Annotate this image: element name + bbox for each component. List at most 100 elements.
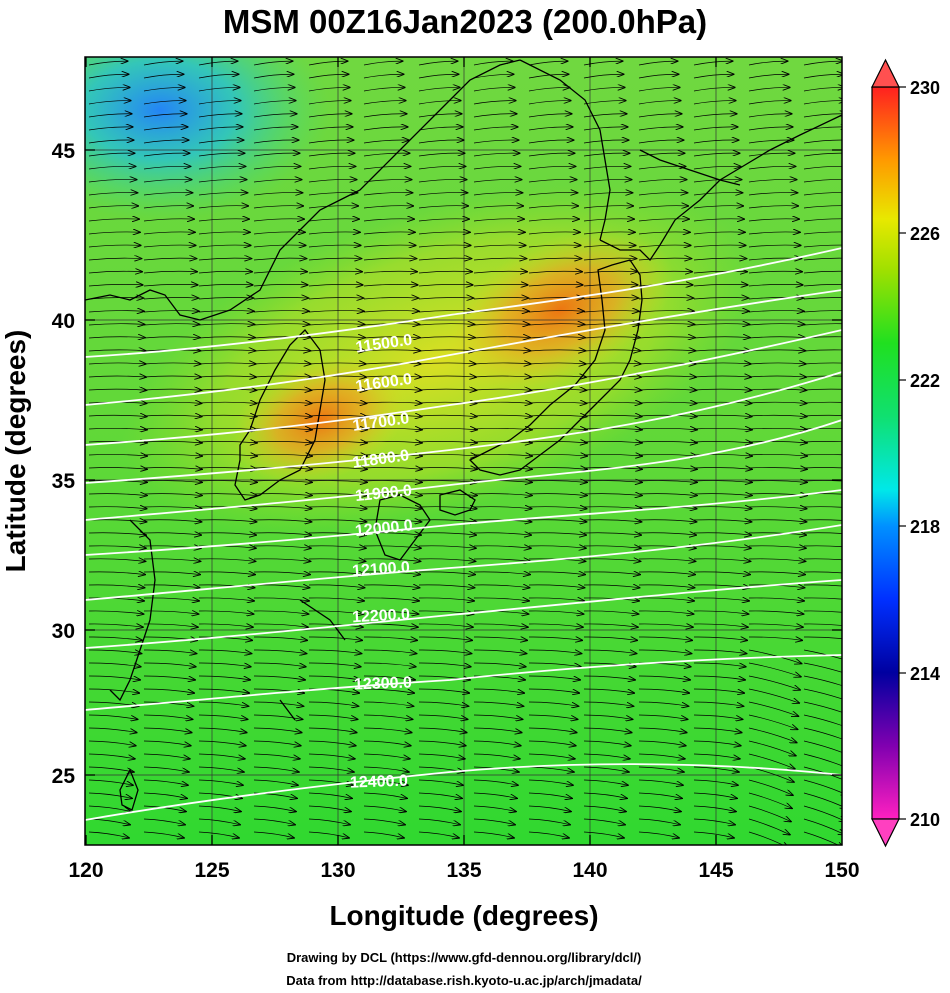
- credit-drawing: Drawing by DCL (https://www.gfd-dennou.o…: [287, 950, 642, 965]
- wind-vector: [583, 179, 631, 182]
- wind-vector: [803, 179, 842, 183]
- wind-vector: [473, 779, 518, 785]
- wind-vector: [143, 324, 199, 325]
- wind-vector: [583, 337, 640, 338]
- wind-vector: [528, 572, 585, 575]
- wind-vector: [88, 727, 137, 733]
- wind-vector: [363, 350, 420, 351]
- wind-vector: [693, 258, 746, 260]
- wind-vector: [693, 61, 733, 66]
- wind-vector: [363, 727, 412, 733]
- wind-vector: [693, 805, 736, 812]
- wind-vector: [583, 727, 632, 733]
- wind-vector: [143, 520, 201, 522]
- wind-vector: [198, 140, 244, 144]
- wind-vector: [308, 179, 356, 182]
- wind-vector: [308, 662, 361, 667]
- y-tick-label: 25: [52, 765, 76, 788]
- wind-vector: [693, 766, 739, 772]
- wind-vector: [88, 688, 139, 693]
- wind-vector: [363, 153, 410, 157]
- wind-vector: [803, 427, 842, 430]
- wind-vector: [308, 507, 367, 509]
- wind-vector: [308, 402, 367, 403]
- wind-vector: [198, 376, 256, 377]
- wind-vector: [528, 324, 584, 325]
- wind-vector: [308, 337, 365, 338]
- wind-vector: [473, 624, 528, 627]
- wind-vector: [88, 74, 129, 79]
- wind-vector: [583, 559, 640, 562]
- wind-vector: [693, 454, 752, 456]
- wind-vector: [418, 193, 467, 195]
- wind-vector: [473, 805, 516, 812]
- y-tick-label: 40: [52, 310, 75, 333]
- wind-vector: [418, 805, 461, 812]
- wind-vector: [363, 662, 416, 667]
- wind-vector: [528, 441, 587, 442]
- wind-vector: [748, 572, 805, 575]
- wind-vector: [638, 559, 695, 562]
- wind-vector: [583, 585, 639, 588]
- wind-vector: [693, 507, 752, 509]
- wind-vector: [528, 779, 573, 785]
- contour-label: 12000.0: [354, 517, 413, 540]
- wind-vector: [308, 245, 361, 247]
- wind-vector: [253, 533, 311, 535]
- wind-vector: [748, 831, 789, 845]
- wind-vector: [693, 179, 741, 182]
- wind-vector: [693, 572, 750, 575]
- wind-vector: [88, 792, 132, 798]
- colorbar-tick-label: 218: [910, 517, 940, 537]
- wind-vector: [528, 753, 575, 759]
- wind-vector: [143, 818, 185, 825]
- wind-vector: [528, 206, 578, 208]
- wind-vector: [803, 218, 842, 222]
- wind-vector: [528, 520, 586, 522]
- wind-vector: [638, 714, 688, 719]
- wind-vector: [638, 740, 686, 746]
- wind-vector: [638, 546, 696, 548]
- wind-vector: [143, 415, 202, 416]
- wind-vector: [253, 179, 301, 182]
- wind-vector: [583, 311, 639, 312]
- wind-vector: [418, 507, 477, 509]
- wind-vector: [803, 165, 842, 170]
- wind-vector: [198, 193, 247, 195]
- wind-vector: [88, 114, 132, 118]
- wind-vector: [803, 779, 842, 795]
- wind-vector: [473, 598, 529, 601]
- wind-vector: [638, 245, 691, 247]
- wind-vector: [308, 611, 363, 614]
- wind-vector: [583, 675, 635, 680]
- wind-vector: [143, 114, 187, 118]
- wind-vector: [583, 74, 624, 79]
- wind-vector: [363, 258, 416, 260]
- wind-vector: [638, 831, 679, 838]
- wind-vector: [748, 792, 792, 808]
- wind-vector: [198, 271, 252, 273]
- wind-vector: [528, 193, 577, 195]
- wind-vector: [198, 701, 248, 706]
- wind-vector: [143, 166, 191, 169]
- wind-vector: [473, 727, 522, 733]
- wind-vector: [528, 831, 569, 838]
- wind-vector: [308, 675, 360, 680]
- wind-vector: [88, 284, 143, 286]
- wind-vector: [308, 753, 355, 759]
- wind-vector: [803, 114, 842, 118]
- wind-vector: [638, 701, 688, 706]
- wind-vector: [693, 624, 748, 627]
- wind-vector: [583, 831, 624, 838]
- wind-vector: [528, 714, 578, 719]
- wind-vector: [803, 152, 842, 157]
- wind-vector: [253, 520, 311, 522]
- wind-vector: [473, 324, 529, 325]
- wind-vector: [638, 520, 696, 522]
- wind-vector: [253, 311, 309, 312]
- wind-vector: [88, 428, 147, 429]
- wind-vector: [473, 572, 530, 575]
- wind-vector: [253, 675, 305, 680]
- wind-vector: [803, 831, 844, 845]
- wind-vector: [363, 740, 411, 746]
